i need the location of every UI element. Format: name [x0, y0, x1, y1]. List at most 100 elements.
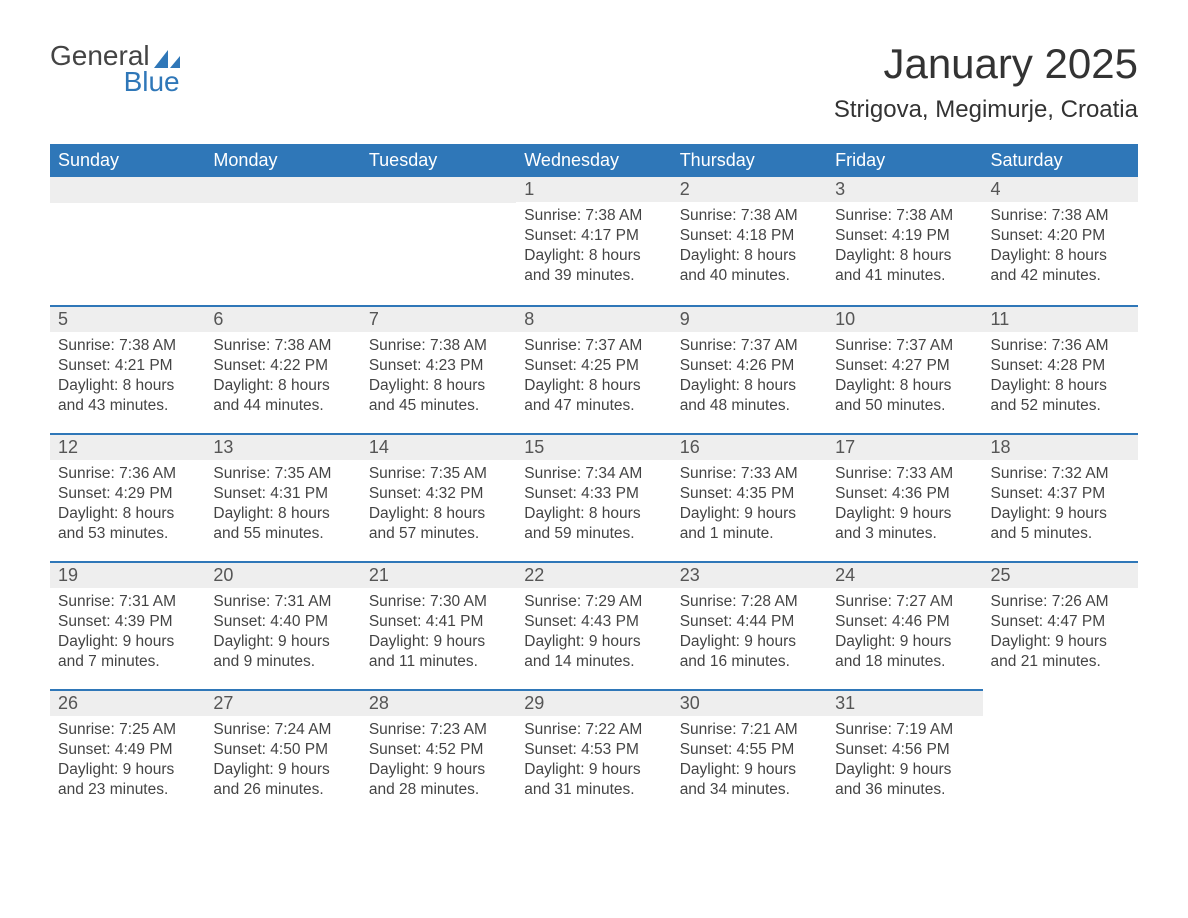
sunset-line: Sunset: 4:17 PM	[524, 226, 663, 246]
daylight-line: Daylight: 9 hours and 31 minutes.	[524, 760, 663, 800]
sunrise-line: Sunrise: 7:28 AM	[680, 592, 819, 612]
day-body: Sunrise: 7:38 AMSunset: 4:20 PMDaylight:…	[983, 202, 1138, 297]
day-cell: 28Sunrise: 7:23 AMSunset: 4:52 PMDayligh…	[361, 689, 516, 817]
day-body: Sunrise: 7:38 AMSunset: 4:18 PMDaylight:…	[672, 202, 827, 297]
day-cell	[361, 177, 516, 305]
sunrise-line: Sunrise: 7:33 AM	[835, 464, 974, 484]
day-body: Sunrise: 7:38 AMSunset: 4:23 PMDaylight:…	[361, 332, 516, 427]
daylight-line: Daylight: 8 hours and 59 minutes.	[524, 504, 663, 544]
sunrise-line: Sunrise: 7:22 AM	[524, 720, 663, 740]
sunset-line: Sunset: 4:32 PM	[369, 484, 508, 504]
day-body: Sunrise: 7:37 AMSunset: 4:26 PMDaylight:…	[672, 332, 827, 427]
daynum-bar: 28	[361, 689, 516, 716]
sunset-line: Sunset: 4:40 PM	[213, 612, 352, 632]
daylight-line: Daylight: 9 hours and 21 minutes.	[991, 632, 1130, 672]
sunrise-line: Sunrise: 7:23 AM	[369, 720, 508, 740]
sunset-line: Sunset: 4:20 PM	[991, 226, 1130, 246]
day-cell: 24Sunrise: 7:27 AMSunset: 4:46 PMDayligh…	[827, 561, 982, 689]
daylight-line: Daylight: 8 hours and 47 minutes.	[524, 376, 663, 416]
sunset-line: Sunset: 4:19 PM	[835, 226, 974, 246]
daylight-line: Daylight: 8 hours and 39 minutes.	[524, 246, 663, 286]
sunset-line: Sunset: 4:43 PM	[524, 612, 663, 632]
day-cell: 25Sunrise: 7:26 AMSunset: 4:47 PMDayligh…	[983, 561, 1138, 689]
day-cell: 15Sunrise: 7:34 AMSunset: 4:33 PMDayligh…	[516, 433, 671, 561]
sunset-line: Sunset: 4:44 PM	[680, 612, 819, 632]
daynum-bar: 22	[516, 561, 671, 588]
sunrise-line: Sunrise: 7:27 AM	[835, 592, 974, 612]
daylight-line: Daylight: 8 hours and 55 minutes.	[213, 504, 352, 544]
daynum-bar: 17	[827, 433, 982, 460]
day-cell: 17Sunrise: 7:33 AMSunset: 4:36 PMDayligh…	[827, 433, 982, 561]
day-body: Sunrise: 7:37 AMSunset: 4:27 PMDaylight:…	[827, 332, 982, 427]
month-title: January 2025	[834, 40, 1138, 88]
daynum-bar: 25	[983, 561, 1138, 588]
daynum-bar: 4	[983, 177, 1138, 202]
day-body: Sunrise: 7:38 AMSunset: 4:17 PMDaylight:…	[516, 202, 671, 297]
logo: General Blue	[50, 40, 180, 98]
dayheader-row: SundayMondayTuesdayWednesdayThursdayFrid…	[50, 144, 1138, 177]
daynum-bar: 7	[361, 305, 516, 332]
sunrise-line: Sunrise: 7:38 AM	[991, 206, 1130, 226]
calendar-table: SundayMondayTuesdayWednesdayThursdayFrid…	[50, 144, 1138, 817]
day-cell: 9Sunrise: 7:37 AMSunset: 4:26 PMDaylight…	[672, 305, 827, 433]
daynum-bar: 10	[827, 305, 982, 332]
day-cell: 6Sunrise: 7:38 AMSunset: 4:22 PMDaylight…	[205, 305, 360, 433]
daylight-line: Daylight: 8 hours and 42 minutes.	[991, 246, 1130, 286]
day-body: Sunrise: 7:37 AMSunset: 4:25 PMDaylight:…	[516, 332, 671, 427]
daylight-line: Daylight: 9 hours and 14 minutes.	[524, 632, 663, 672]
day-body: Sunrise: 7:21 AMSunset: 4:55 PMDaylight:…	[672, 716, 827, 811]
day-cell: 8Sunrise: 7:37 AMSunset: 4:25 PMDaylight…	[516, 305, 671, 433]
day-cell: 1Sunrise: 7:38 AMSunset: 4:17 PMDaylight…	[516, 177, 671, 305]
daynum-bar: 11	[983, 305, 1138, 332]
day-cell: 16Sunrise: 7:33 AMSunset: 4:35 PMDayligh…	[672, 433, 827, 561]
daylight-line: Daylight: 8 hours and 52 minutes.	[991, 376, 1130, 416]
day-body: Sunrise: 7:22 AMSunset: 4:53 PMDaylight:…	[516, 716, 671, 811]
sunrise-line: Sunrise: 7:38 AM	[58, 336, 197, 356]
daylight-line: Daylight: 9 hours and 16 minutes.	[680, 632, 819, 672]
sunset-line: Sunset: 4:53 PM	[524, 740, 663, 760]
day-cell: 18Sunrise: 7:32 AMSunset: 4:37 PMDayligh…	[983, 433, 1138, 561]
sunrise-line: Sunrise: 7:36 AM	[991, 336, 1130, 356]
day-cell: 19Sunrise: 7:31 AMSunset: 4:39 PMDayligh…	[50, 561, 205, 689]
sunset-line: Sunset: 4:25 PM	[524, 356, 663, 376]
sunrise-line: Sunrise: 7:35 AM	[213, 464, 352, 484]
sunrise-line: Sunrise: 7:37 AM	[835, 336, 974, 356]
day-cell: 31Sunrise: 7:19 AMSunset: 4:56 PMDayligh…	[827, 689, 982, 817]
day-cell: 2Sunrise: 7:38 AMSunset: 4:18 PMDaylight…	[672, 177, 827, 305]
sunset-line: Sunset: 4:56 PM	[835, 740, 974, 760]
dayheader-cell: Saturday	[983, 144, 1138, 177]
daylight-line: Daylight: 8 hours and 50 minutes.	[835, 376, 974, 416]
day-body: Sunrise: 7:28 AMSunset: 4:44 PMDaylight:…	[672, 588, 827, 683]
sunset-line: Sunset: 4:31 PM	[213, 484, 352, 504]
daynum-bar: 26	[50, 689, 205, 716]
sunset-line: Sunset: 4:55 PM	[680, 740, 819, 760]
daylight-line: Daylight: 9 hours and 3 minutes.	[835, 504, 974, 544]
day-cell: 3Sunrise: 7:38 AMSunset: 4:19 PMDaylight…	[827, 177, 982, 305]
day-cell: 5Sunrise: 7:38 AMSunset: 4:21 PMDaylight…	[50, 305, 205, 433]
daynum-bar: 15	[516, 433, 671, 460]
day-body: Sunrise: 7:35 AMSunset: 4:31 PMDaylight:…	[205, 460, 360, 555]
day-body: Sunrise: 7:24 AMSunset: 4:50 PMDaylight:…	[205, 716, 360, 811]
daylight-line: Daylight: 8 hours and 57 minutes.	[369, 504, 508, 544]
sunrise-line: Sunrise: 7:31 AM	[58, 592, 197, 612]
day-cell	[983, 689, 1138, 817]
sunset-line: Sunset: 4:49 PM	[58, 740, 197, 760]
dayheader-cell: Friday	[827, 144, 982, 177]
sunrise-line: Sunrise: 7:35 AM	[369, 464, 508, 484]
sunrise-line: Sunrise: 7:36 AM	[58, 464, 197, 484]
sunrise-line: Sunrise: 7:38 AM	[369, 336, 508, 356]
day-body: Sunrise: 7:31 AMSunset: 4:40 PMDaylight:…	[205, 588, 360, 683]
day-body: Sunrise: 7:29 AMSunset: 4:43 PMDaylight:…	[516, 588, 671, 683]
daylight-line: Daylight: 9 hours and 7 minutes.	[58, 632, 197, 672]
sunrise-line: Sunrise: 7:32 AM	[991, 464, 1130, 484]
day-cell: 12Sunrise: 7:36 AMSunset: 4:29 PMDayligh…	[50, 433, 205, 561]
sunset-line: Sunset: 4:52 PM	[369, 740, 508, 760]
daylight-line: Daylight: 8 hours and 41 minutes.	[835, 246, 974, 286]
sunrise-line: Sunrise: 7:38 AM	[213, 336, 352, 356]
sunset-line: Sunset: 4:23 PM	[369, 356, 508, 376]
daynum-bar: 16	[672, 433, 827, 460]
daylight-line: Daylight: 8 hours and 40 minutes.	[680, 246, 819, 286]
sunset-line: Sunset: 4:27 PM	[835, 356, 974, 376]
day-cell: 4Sunrise: 7:38 AMSunset: 4:20 PMDaylight…	[983, 177, 1138, 305]
sunrise-line: Sunrise: 7:38 AM	[680, 206, 819, 226]
